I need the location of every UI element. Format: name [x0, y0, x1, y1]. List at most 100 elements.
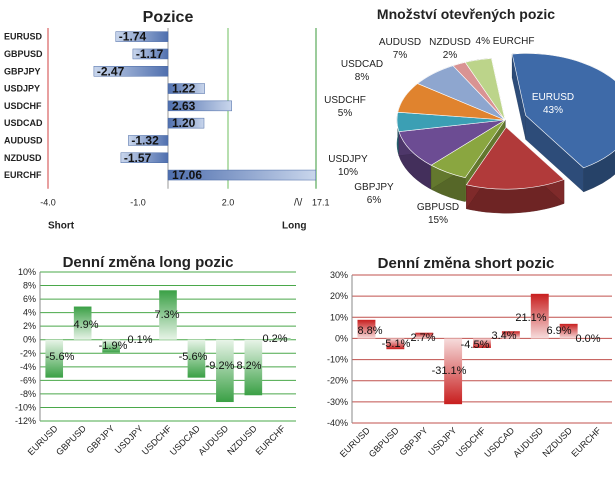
- x-tick-label: GBPUSD: [54, 423, 88, 457]
- category-label: EURCHF: [4, 170, 42, 180]
- position-bar: [167, 117, 205, 129]
- pie-label: AUDUSD 7%: [379, 37, 421, 61]
- value-label: -1.17: [136, 47, 164, 61]
- long-title: Denní změna long pozic: [63, 254, 234, 271]
- pie-label-line: USDJPY: [328, 154, 368, 165]
- value-label: -5.6%: [46, 351, 75, 363]
- pie-slice: [464, 58, 506, 121]
- pie-label-line: GBPUSD: [417, 202, 459, 213]
- x-tick-label: 17.1: [312, 198, 330, 208]
- value-label: 1.20: [172, 116, 196, 130]
- long-label: Long: [282, 221, 306, 232]
- pie-label: GBPUSD 15%: [417, 202, 459, 226]
- axis-break-mark: /\/: [294, 198, 303, 209]
- pie-title: Množství otevřených pozic: [377, 6, 555, 22]
- pie-label: GBPJPY 6%: [354, 182, 394, 206]
- change-bar: [102, 339, 120, 353]
- y-tick-label: 10%: [18, 267, 36, 277]
- value-label: -9.2%: [206, 360, 235, 372]
- value-label: -2.47: [97, 64, 125, 78]
- y-tick-label: 30%: [330, 270, 348, 280]
- x-tick-label: -1.0: [130, 198, 146, 208]
- y-tick-label: -20%: [327, 376, 348, 386]
- y-tick-label: -10%: [15, 402, 36, 412]
- x-tick-label: AUDUSD: [196, 423, 230, 457]
- x-tick-label: GBPUSD: [367, 425, 401, 459]
- change-bar: [216, 339, 234, 403]
- pie-label-line: NZDUSD: [429, 37, 471, 48]
- long-change-chart: Denní změna long pozic 10%8%6%4%2%0%-2%-…: [15, 254, 296, 457]
- change-bar: [244, 339, 263, 396]
- open-positions-pie: Množství otevřených pozic EURUSD 43% GBPUS…: [324, 6, 615, 226]
- category-label: AUDUSD: [4, 135, 43, 145]
- change-bar: [444, 338, 463, 405]
- value-label: -1.32: [131, 133, 159, 147]
- value-label: 0.2%: [262, 333, 287, 345]
- pie-label-line: 8%: [355, 72, 370, 83]
- value-label: 0.0%: [575, 333, 600, 345]
- y-tick-label: -4%: [20, 362, 36, 372]
- category-label: GBPUSD: [4, 49, 43, 59]
- position-bar: [167, 169, 317, 181]
- y-tick-label: -6%: [20, 375, 36, 385]
- category-label: USDCHF: [4, 101, 42, 111]
- pie-label: USDCAD 8%: [341, 59, 383, 83]
- pie-label: NZDUSD 2%: [429, 37, 471, 61]
- pie-label-line: 6%: [367, 195, 382, 206]
- position-bar: [167, 83, 205, 94]
- x-tick-label: EURUSD: [338, 425, 372, 459]
- change-bar: [559, 323, 578, 339]
- position-bar: [120, 152, 169, 163]
- pie-label-line: 4% EURCHF: [476, 36, 535, 47]
- x-tick-label: EURCHF: [569, 425, 603, 459]
- value-label: 3.4%: [491, 330, 516, 342]
- value-label: 21.1%: [515, 312, 546, 324]
- y-tick-label: 2%: [23, 321, 36, 331]
- value-label: 2.63: [172, 99, 196, 113]
- change-bar: [415, 332, 434, 339]
- short-title: Denní změna short pozic: [378, 255, 555, 272]
- category-label: GBPJPY: [4, 66, 41, 76]
- y-tick-label: 20%: [330, 291, 348, 301]
- position-bar: [132, 48, 169, 60]
- x-tick-label: -4.0: [40, 198, 56, 208]
- pie-label: USDCHF 5%: [324, 95, 366, 119]
- value-label: 4.9%: [73, 319, 98, 331]
- value-label: 1.22: [172, 82, 196, 96]
- pie-label-line: USDCHF: [324, 95, 366, 106]
- value-label: 6.9%: [546, 325, 571, 337]
- pie-label-line: AUDUSD: [379, 37, 421, 48]
- position-bar: [115, 31, 169, 42]
- y-tick-label: 10%: [330, 312, 348, 322]
- x-tick-label: AUDUSD: [511, 425, 545, 459]
- category-label: EURUSD: [4, 32, 43, 42]
- value-label: -31.1%: [432, 365, 467, 377]
- y-tick-label: 0%: [23, 335, 36, 345]
- value-label: -1.74: [119, 30, 147, 44]
- pie-label: USDJPY 10%: [328, 154, 368, 178]
- change-bar: [73, 306, 92, 340]
- pie-label: EURUSD 43%: [532, 92, 574, 116]
- x-tick-label: GBPJPY: [397, 425, 429, 457]
- positions-chart: Pozice EURUSD -1.74 GBPUSD -1.17 GBPJPY -2.47…: [4, 9, 330, 232]
- positions-title: Pozice: [143, 9, 194, 26]
- pie-label-line: GBPJPY: [354, 182, 394, 193]
- change-bar: [357, 319, 376, 339]
- pie-label-line: EURUSD: [532, 92, 574, 103]
- x-tick-label: USDCAD: [482, 425, 516, 459]
- pie-label-line: 7%: [393, 50, 408, 61]
- y-tick-label: 8%: [23, 281, 36, 291]
- value-label: 7.3%: [154, 309, 179, 321]
- pie-label-line: 15%: [428, 215, 448, 226]
- value-label: 8.2%: [236, 360, 261, 372]
- pie-label-line: 10%: [338, 167, 358, 178]
- value-label: 17.06: [172, 168, 202, 182]
- position-bar: [128, 135, 169, 146]
- category-label: USDJPY: [4, 84, 40, 94]
- change-bar: [386, 338, 405, 350]
- value-label: -5.1%: [382, 338, 411, 350]
- change-bar: [530, 293, 549, 339]
- y-tick-label: -12%: [15, 416, 36, 426]
- y-tick-label: -30%: [327, 397, 348, 407]
- pie-slice: [511, 53, 615, 169]
